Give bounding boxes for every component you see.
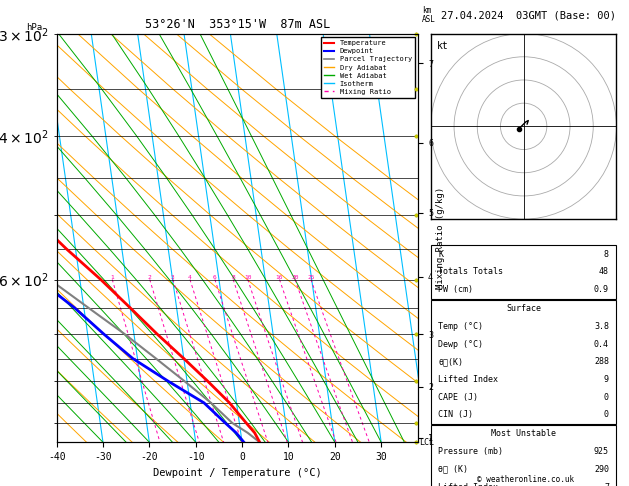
Legend: Temperature, Dewpoint, Parcel Trajectory, Dry Adiabat, Wet Adiabat, Isotherm, Mi: Temperature, Dewpoint, Parcel Trajectory… (321, 37, 415, 98)
Text: 1: 1 (110, 275, 114, 279)
Text: 2: 2 (148, 275, 152, 279)
Text: Temp (°C): Temp (°C) (438, 322, 483, 331)
Text: 16: 16 (276, 275, 283, 279)
Text: 7: 7 (604, 483, 609, 486)
Text: 48: 48 (599, 267, 609, 277)
Text: 0: 0 (604, 393, 609, 402)
Bar (431, 300, 616, 424)
Text: Surface: Surface (506, 304, 541, 313)
Text: 3: 3 (171, 275, 175, 279)
Bar (431, 425, 616, 486)
Title: 53°26'N  353°15'W  87m ASL: 53°26'N 353°15'W 87m ASL (145, 18, 330, 32)
Text: 9: 9 (604, 375, 609, 384)
Text: Most Unstable: Most Unstable (491, 429, 556, 438)
Text: 3.8: 3.8 (594, 322, 609, 331)
Text: hPa: hPa (26, 23, 42, 32)
Text: K: K (438, 250, 443, 259)
Text: 10: 10 (244, 275, 252, 279)
Text: 925: 925 (594, 447, 609, 456)
Text: 0: 0 (604, 411, 609, 419)
Y-axis label: Mixing Ratio (g/kg): Mixing Ratio (g/kg) (436, 187, 445, 289)
Text: kt: kt (437, 41, 448, 51)
Text: LCL: LCL (419, 438, 434, 447)
Text: 20: 20 (291, 275, 299, 279)
Text: θᴇ(K): θᴇ(K) (438, 357, 464, 366)
Text: 6: 6 (213, 275, 217, 279)
Text: Totals Totals: Totals Totals (438, 267, 503, 277)
Text: 0.4: 0.4 (594, 340, 609, 348)
Text: CAPE (J): CAPE (J) (438, 393, 478, 402)
Text: © weatheronline.co.uk: © weatheronline.co.uk (477, 475, 574, 484)
Text: 8: 8 (604, 250, 609, 259)
Text: 4: 4 (188, 275, 192, 279)
Text: θᴇ (K): θᴇ (K) (438, 465, 468, 474)
Text: 27.04.2024  03GMT (Base: 00): 27.04.2024 03GMT (Base: 00) (441, 11, 616, 21)
Text: Dewp (°C): Dewp (°C) (438, 340, 483, 348)
Text: Pressure (mb): Pressure (mb) (438, 447, 503, 456)
Text: Lifted Index: Lifted Index (438, 375, 498, 384)
Text: 0.9: 0.9 (594, 285, 609, 294)
Text: Lifted Index: Lifted Index (438, 483, 498, 486)
Text: CIN (J): CIN (J) (438, 411, 473, 419)
Text: 290: 290 (594, 465, 609, 474)
Text: PW (cm): PW (cm) (438, 285, 473, 294)
X-axis label: Dewpoint / Temperature (°C): Dewpoint / Temperature (°C) (153, 468, 322, 478)
Text: 288: 288 (594, 357, 609, 366)
Text: km
ASL: km ASL (422, 6, 436, 24)
Bar (431, 245, 616, 298)
Text: 25: 25 (307, 275, 314, 279)
Text: 8: 8 (231, 275, 235, 279)
